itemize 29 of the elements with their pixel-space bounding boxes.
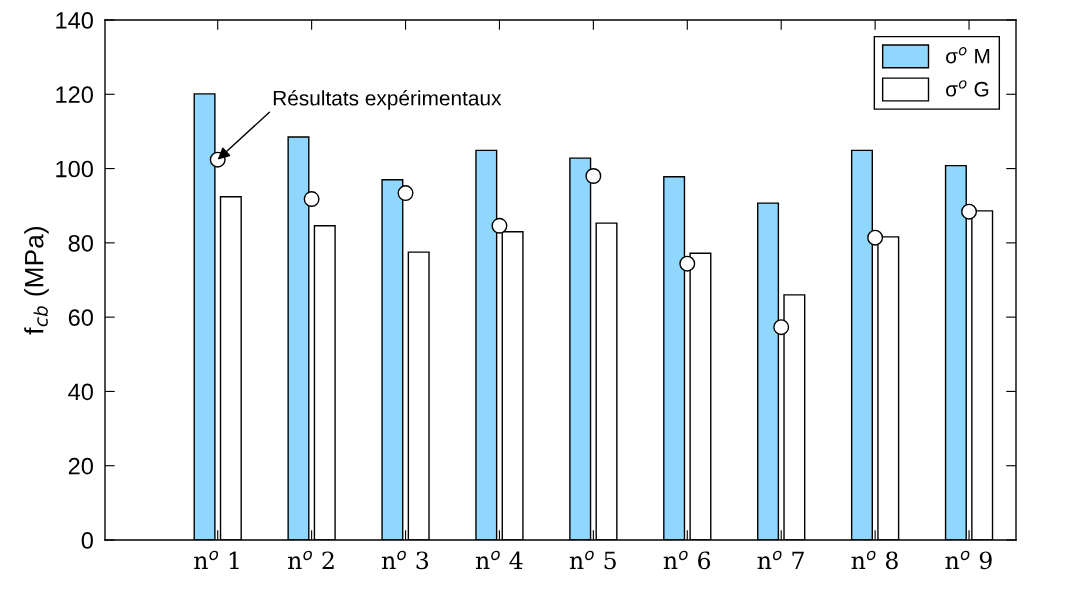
y-axis-title: f$_{cb}$ (MPa) bbox=[24, 227, 49, 335]
y-tick-label: 100 bbox=[56, 160, 93, 178]
y-tick-label: 80 bbox=[68, 234, 93, 252]
point bbox=[867, 229, 884, 246]
point bbox=[679, 255, 696, 272]
x-tick-label: n$^{o}$ 7 bbox=[757, 550, 804, 569]
y-tick-label: 60 bbox=[68, 309, 93, 326]
point bbox=[397, 185, 414, 202]
point bbox=[773, 319, 790, 336]
y-tick-label: 40 bbox=[68, 383, 93, 401]
x-tick-label: n$^{o}$ 5 bbox=[569, 550, 616, 570]
point bbox=[961, 203, 978, 220]
legend-label: σ$^{o}$ M bbox=[946, 47, 990, 64]
point bbox=[585, 168, 602, 184]
x-tick-label: n$^{o}$ 6 bbox=[663, 550, 711, 570]
x-tick-label: n$^{o}$ 3 bbox=[381, 550, 429, 570]
x-tick-label: n$^{o}$ 9 bbox=[945, 550, 992, 570]
x-tick-label: n$^{o}$ 4 bbox=[475, 550, 523, 569]
x-tick-label: n$^{o}$ 2 bbox=[288, 550, 334, 569]
y-tick-label: 0 bbox=[81, 532, 93, 549]
point bbox=[491, 217, 508, 234]
annotation: Résultats expérimentaux bbox=[273, 90, 502, 110]
y-tick-label: 120 bbox=[56, 86, 93, 104]
x-tick-label: n$^{o}$ 8 bbox=[851, 550, 898, 570]
x-tick-label: n$^{o}$ 1 bbox=[194, 550, 239, 569]
y-tick-label: 140 bbox=[56, 12, 93, 29]
y-tick-label: 20 bbox=[68, 457, 93, 475]
point bbox=[303, 191, 320, 208]
legend-label: σ$^{o}$ G bbox=[946, 80, 989, 97]
